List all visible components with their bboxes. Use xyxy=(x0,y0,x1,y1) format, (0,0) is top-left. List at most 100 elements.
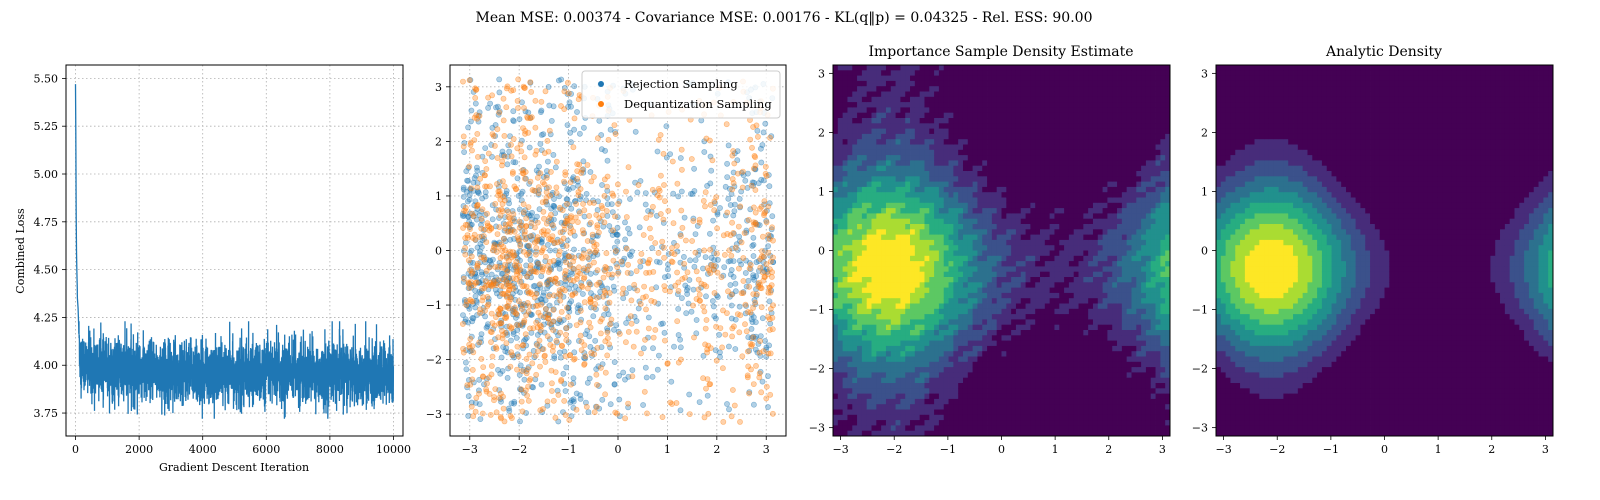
is-density-level-cell xyxy=(910,86,916,92)
is-density-level-cell xyxy=(967,208,974,214)
dequantization-sample-point xyxy=(648,286,655,292)
is-density-level-cell xyxy=(972,340,978,347)
dequantization-sample-point xyxy=(493,345,500,352)
dequantization-sample-point xyxy=(570,228,577,235)
is-density-level-cell xyxy=(958,308,964,315)
is-density-level-cell xyxy=(885,229,892,235)
is-density-level-cell xyxy=(861,255,868,262)
is-density-level-cell xyxy=(972,224,978,230)
is-density-level-cell xyxy=(938,181,945,188)
is-density-level-cell xyxy=(876,308,882,315)
dequantization-sample-point xyxy=(522,175,528,182)
is-density-level-cell xyxy=(847,324,853,331)
dequantization-sample-point xyxy=(659,238,666,245)
is-density-level-cell xyxy=(900,133,906,140)
is-density-level-cell xyxy=(972,356,978,363)
dequantization-sample-point xyxy=(765,289,772,296)
is-density-level-cell xyxy=(905,91,911,98)
is-density-level-cell xyxy=(996,388,1002,394)
is-density-level-cell xyxy=(1011,181,1017,188)
is-density-level-cell xyxy=(914,176,921,182)
dequantization-sample-point xyxy=(737,203,744,210)
is-density-level-cell xyxy=(890,160,896,167)
is-density-level-cell xyxy=(996,181,1002,188)
is-density-level-cell xyxy=(929,287,935,294)
is-density-level-cell xyxy=(972,213,978,220)
is-density-level-cell xyxy=(842,149,848,156)
is-density-level-cell xyxy=(977,292,983,299)
is-density-level-cell xyxy=(852,86,858,92)
dequantization-sample-point xyxy=(761,198,768,205)
is-density-level-cell xyxy=(991,96,998,103)
dequantization-sample-point xyxy=(565,79,571,86)
is-density-level-cell xyxy=(948,383,954,389)
rejection-sample-point xyxy=(508,400,515,407)
is-density-level-cell xyxy=(958,80,964,87)
rejection-sample-point xyxy=(700,265,706,272)
dequantization-sample-point xyxy=(604,329,611,336)
loss-y-tick-label: 5.25 xyxy=(34,120,59,133)
is-density-level-cell xyxy=(991,388,998,394)
dequantization-sample-point xyxy=(719,344,725,351)
is-density-level-cell xyxy=(962,149,969,156)
is-density-level-cell xyxy=(900,245,906,251)
is-density-level-cell xyxy=(953,345,959,352)
rejection-sample-point xyxy=(567,399,574,406)
is-density-level-cell xyxy=(866,202,872,209)
is-density-level-cell xyxy=(962,96,969,103)
is-density-level-cell xyxy=(866,171,872,177)
dequantization-sample-point xyxy=(484,220,491,227)
is-density-level-cell xyxy=(857,330,863,336)
is-density-level-cell xyxy=(852,383,858,389)
dequantization-sample-point xyxy=(546,127,553,134)
loss-x-tick-label: 10000 xyxy=(376,443,411,456)
dequantization-sample-point xyxy=(612,409,619,416)
is-density-level-cell xyxy=(987,86,993,92)
is-density-level-cell xyxy=(977,420,983,426)
is-density-level-cell xyxy=(833,160,839,167)
is-density-level-cell xyxy=(866,372,872,379)
loss-y-tick-label: 4.00 xyxy=(34,359,59,372)
is-density-level-cell xyxy=(861,171,868,177)
dequantization-sample-point xyxy=(593,247,600,254)
is-density-level-cell xyxy=(837,282,844,288)
is-density-level-cell xyxy=(934,383,940,389)
dequantization-sample-point xyxy=(524,114,530,120)
dequantization-sample-point xyxy=(629,373,636,380)
is-density-level-cell xyxy=(929,128,935,135)
is-density-level-cell xyxy=(833,409,839,416)
is-density-level-cell xyxy=(852,213,858,220)
is-density-level-cell xyxy=(1006,65,1012,71)
dequantization-sample-point xyxy=(731,323,737,330)
is-density-level-cell xyxy=(962,250,969,257)
is-density-level-cell xyxy=(962,314,969,320)
is-density-level-cell xyxy=(890,133,896,140)
dequantization-sample-point xyxy=(478,225,485,232)
is-density-level-cell xyxy=(857,208,863,214)
rejection-sample-point xyxy=(686,391,693,398)
is-density-level-cell xyxy=(972,239,978,246)
dequantization-sample-point xyxy=(758,389,765,396)
is-density-level-cell xyxy=(929,372,935,379)
is-density-level-cell xyxy=(852,118,858,124)
is-density-level-cell xyxy=(1006,186,1012,193)
is-density-level-cell xyxy=(938,112,945,119)
is-density-level-cell xyxy=(876,298,882,304)
is-density-level-cell xyxy=(948,234,954,241)
is-density-level-cell xyxy=(982,155,988,161)
dequantization-sample-point xyxy=(696,297,703,304)
is-density-level-cell xyxy=(876,409,882,416)
is-density-level-cell xyxy=(938,356,945,363)
is-density-level-cell xyxy=(938,277,945,283)
is-density-level-cell xyxy=(910,277,916,283)
is-density-level-cell xyxy=(881,255,887,262)
is-density-level-cell xyxy=(977,165,983,172)
is-density-level-cell xyxy=(833,197,839,204)
is-density-level-cell xyxy=(900,356,906,363)
is-density-level-cell xyxy=(919,112,925,119)
is-density-level-cell xyxy=(910,213,916,220)
dequantization-sample-point xyxy=(633,268,640,274)
is-density-level-cell xyxy=(1006,340,1012,347)
is-density-level-cell xyxy=(1015,160,1022,167)
is-density-level-cell xyxy=(866,388,872,394)
